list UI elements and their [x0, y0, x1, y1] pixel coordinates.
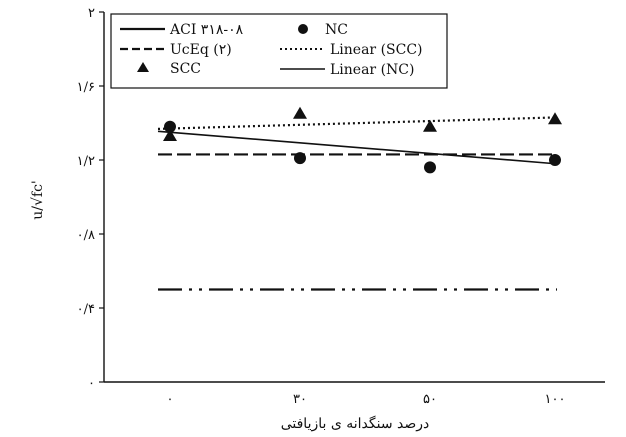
series-line-solid	[157, 130, 558, 165]
y-tick-label: ۰/۴	[77, 302, 95, 317]
legend-label-scc: SCC	[170, 61, 201, 77]
legend-label-linear-scc: Linear (SCC)	[330, 42, 423, 58]
y-axis-title: u/√fc'	[30, 180, 46, 220]
series-layer	[157, 106, 562, 291]
y-tick-label: ۲	[88, 6, 95, 21]
scc-point	[163, 128, 177, 141]
nc-point	[424, 161, 436, 174]
y-tick-label: ۰/۸	[77, 228, 95, 243]
x-axis-title: درصد سنگدانه ی بازیافتی	[281, 415, 430, 432]
nc-point	[164, 120, 176, 133]
x-tick-label: ۵۰	[423, 392, 437, 407]
legend-label-aci: ACI ۳۱۸-۰۸	[169, 22, 244, 38]
nc-point	[549, 154, 561, 166]
x-tick-label: ۰	[167, 392, 174, 407]
legend-label-linear-nc: Linear (NC)	[330, 62, 414, 78]
legend-label-uceq: UcEq (۲)	[170, 42, 232, 58]
x-tick-label: ۱۰۰	[545, 392, 566, 407]
legend-label-nc: NC	[325, 22, 348, 38]
legend-swatch-scc	[137, 62, 149, 72]
x-ticks: ۰ ۳۰ ۵۰ ۱۰۰	[167, 392, 566, 407]
y-tick-label: ۰	[88, 376, 95, 391]
scc-point	[293, 106, 307, 119]
nc-point	[294, 152, 306, 165]
legend-swatch-nc	[298, 24, 308, 34]
scc-point	[423, 119, 437, 132]
legend: ACI ۳۱۸-۰۸ UcEq (۲) SCC NC Linear (SCC) …	[110, 13, 448, 89]
y-tick-label: ۱/۲	[77, 154, 95, 169]
y-tick-label: ۱/۶	[77, 80, 95, 95]
y-ticks: ۰ ۰/۴ ۰/۸ ۱/۲ ۱/۶ ۲	[77, 6, 104, 391]
legend-box	[110, 13, 448, 89]
scc-point	[548, 112, 562, 125]
x-tick-label: ۳۰	[293, 392, 307, 407]
series-line-dotted	[157, 116, 558, 130]
